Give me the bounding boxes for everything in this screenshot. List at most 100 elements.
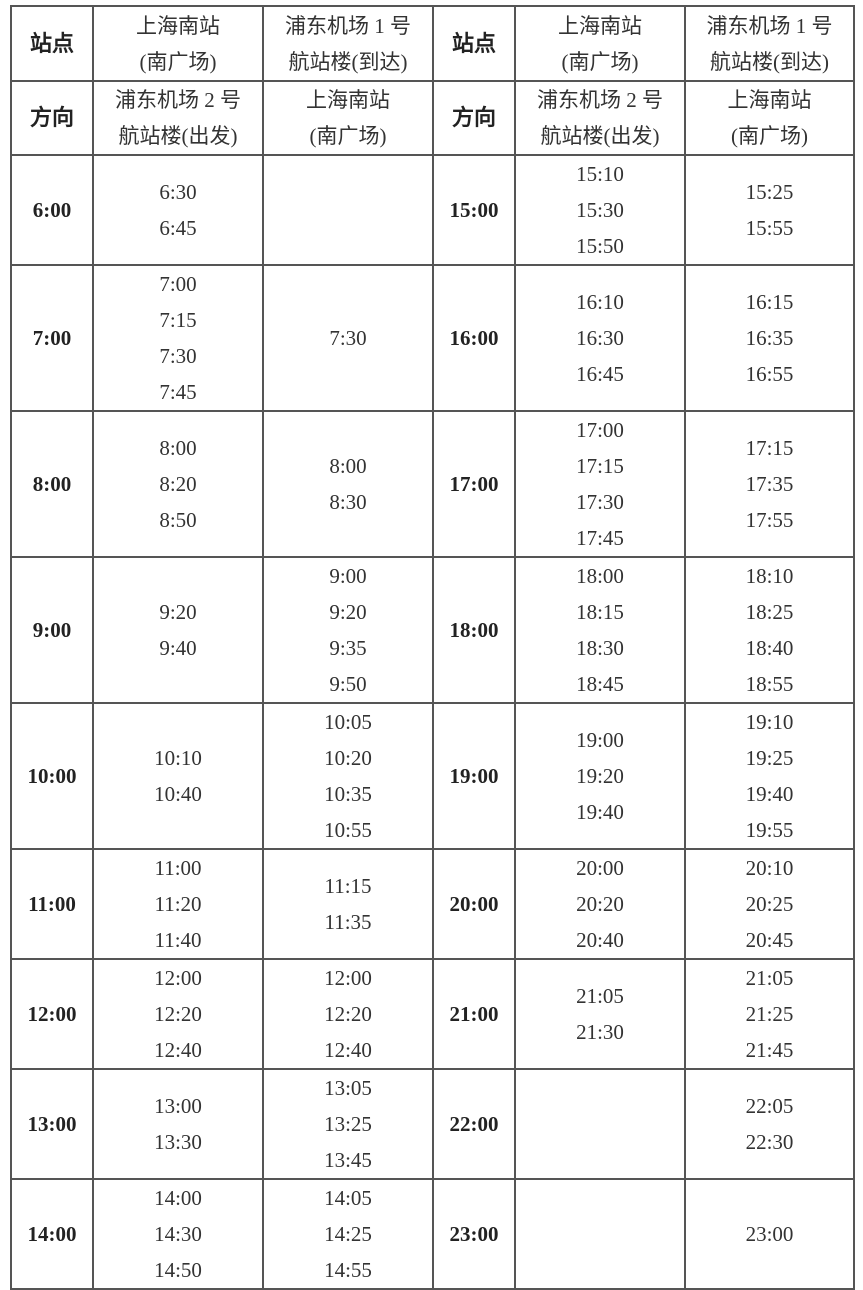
timetable-row: 7:00 7:00 7:15 7:30 7:45 7:30 16:00 16:10 16:30 1… — [10, 264, 855, 412]
return-times-cell: 8:00 8:30 — [262, 410, 434, 558]
hour-cell: 21:00 — [432, 958, 516, 1070]
departure-times-cell: 10:10 10:40 — [92, 702, 264, 850]
departure-time: 13:25 — [324, 1112, 372, 1136]
departure-times-cell: 11:00 11:20 11:40 — [92, 848, 264, 960]
station-t1-arrival-right: 浦东机场 1 号航站楼(到达) — [684, 5, 855, 82]
hour-cell: 18:00 — [432, 556, 516, 704]
departure-time: 16:55 — [745, 362, 794, 386]
direction-label-left: 方向 — [10, 80, 94, 156]
departure-time: 17:00 — [576, 418, 624, 442]
departure-time: 13:00 — [154, 1094, 202, 1118]
departure-time: 18:25 — [745, 600, 794, 624]
departure-times-cell: 16:10 16:30 16:45 — [514, 264, 686, 412]
departure-time: 14:00 — [154, 1186, 202, 1210]
departure-times-cell: 18:00 18:15 18:30 18:45 — [514, 556, 686, 704]
direction-south-railway-left: 上海南站 (南广场) — [262, 80, 434, 156]
departure-time: 6:45 — [159, 216, 197, 240]
header-line: 上海南站 — [558, 13, 642, 38]
departure-time: 20:20 — [576, 892, 624, 916]
hour-cell: 15:00 — [432, 154, 516, 266]
return-times-cell — [262, 154, 434, 266]
departure-time: 12:40 — [154, 1038, 202, 1062]
departure-time: 13:30 — [154, 1130, 202, 1154]
departure-time: 23:00 — [745, 1222, 794, 1246]
departure-time: 11:40 — [154, 928, 202, 952]
departure-time: 17:55 — [745, 508, 794, 532]
departure-times-cell: 17:00 17:15 17:30 17:45 — [514, 410, 686, 558]
departure-time: 17:45 — [576, 526, 624, 550]
departure-times-cell: 9:20 9:40 — [92, 556, 264, 704]
departure-times-cell: 7:00 7:15 7:30 7:45 — [92, 264, 264, 412]
departure-time: 16:30 — [576, 326, 624, 350]
departure-time: 6:30 — [159, 180, 197, 204]
timetable-row: 12:00 12:00 12:20 12:40 12:00 12:20 12:40 21:00… — [10, 958, 855, 1070]
station-south-railway-right: 上海南站 (南广场) — [514, 5, 686, 82]
station-south-railway-left: 上海南站 (南广场) — [92, 5, 264, 82]
header-line: 航站楼(出发) — [118, 124, 238, 148]
departure-time: 12:00 — [324, 966, 372, 990]
header-line: 上海南站 — [306, 88, 390, 112]
departure-time: 9:20 — [329, 600, 367, 624]
departure-time: 19:25 — [745, 746, 794, 770]
departure-time: 9:20 — [159, 600, 197, 624]
departure-time: 15:30 — [576, 198, 624, 222]
hour-cell: 6:00 — [10, 154, 94, 266]
hour-cell: 13:00 — [10, 1068, 94, 1180]
return-times-cell: 9:00 9:20 9:35 9:50 — [262, 556, 434, 704]
hour-cell: 22:00 — [432, 1068, 516, 1180]
departure-time: 8:50 — [159, 508, 197, 532]
departure-times-cell: 19:00 19:20 19:40 — [514, 702, 686, 850]
timetable-row: 8:00 8:00 8:20 8:50 8:00 8:30 17:00 17:00 17:15 1… — [10, 410, 855, 558]
departure-time: 16:15 — [745, 290, 794, 314]
departure-time: 10:40 — [154, 782, 202, 806]
departure-time: 19:40 — [745, 782, 794, 806]
departure-time: 12:40 — [324, 1038, 372, 1062]
departure-time: 19:20 — [576, 764, 624, 788]
departure-times-cell: 21:05 21:30 — [514, 958, 686, 1070]
return-times-cell: 19:10 19:25 19:40 19:55 — [684, 702, 855, 850]
header-line: 航站楼(到达) — [288, 49, 408, 74]
hour-cell: 23:00 — [432, 1178, 516, 1290]
hour-cell: 14:00 — [10, 1178, 94, 1290]
departure-times-cell: 6:30 6:45 — [92, 154, 264, 266]
return-times-cell: 17:15 17:35 17:55 — [684, 410, 855, 558]
return-times-cell: 15:25 15:55 — [684, 154, 855, 266]
departure-time: 9:00 — [329, 564, 367, 588]
departure-time: 10:20 — [324, 746, 372, 770]
header-line: 上海南站 — [136, 13, 220, 38]
return-times-cell: 14:05 14:25 14:55 — [262, 1178, 434, 1290]
departure-times-cell: 14:00 14:30 14:50 — [92, 1178, 264, 1290]
hour-cell: 16:00 — [432, 264, 516, 412]
return-times-cell: 18:10 18:25 18:40 18:55 — [684, 556, 855, 704]
departure-time: 11:00 — [154, 856, 202, 880]
timetable-row: 11:00 11:00 11:20 11:40 11:15 11:35 20:00 20:00… — [10, 848, 855, 960]
departure-times-cell: 20:00 20:20 20:40 — [514, 848, 686, 960]
departure-time: 8:20 — [159, 472, 197, 496]
hour-cell: 7:00 — [10, 264, 94, 412]
departure-time: 20:45 — [745, 928, 794, 952]
departure-times-cell: 12:00 12:20 12:40 — [92, 958, 264, 1070]
return-times-cell: 22:05 22:30 — [684, 1068, 855, 1180]
departure-time: 10:55 — [324, 818, 372, 842]
hour-cell: 10:00 — [10, 702, 94, 850]
departure-time: 19:10 — [745, 710, 794, 734]
departure-time: 22:05 — [745, 1094, 794, 1118]
return-times-cell: 12:00 12:20 12:40 — [262, 958, 434, 1070]
departure-time: 9:35 — [329, 636, 367, 660]
hour-cell: 17:00 — [432, 410, 516, 558]
departure-time: 8:00 — [329, 454, 367, 478]
header-line: 航站楼(出发) — [540, 124, 660, 148]
bus-timetable: 站点 上海南站 (南广场) 浦东机场 1 号航站楼(到达) 站点 上海南站 (南广场… — [10, 5, 855, 1290]
departure-time: 15:25 — [745, 180, 794, 204]
header-line: 浦东机场 2 号 — [115, 88, 241, 112]
departure-time: 12:20 — [154, 1002, 202, 1026]
departure-time: 7:00 — [159, 272, 197, 296]
departure-times-cell: 15:10 15:30 15:50 — [514, 154, 686, 266]
departure-time: 17:15 — [745, 436, 794, 460]
departure-time: 9:40 — [159, 636, 197, 660]
departure-time: 7:30 — [159, 344, 197, 368]
departure-times-cell — [514, 1068, 686, 1180]
departure-time: 17:15 — [576, 454, 624, 478]
departure-time: 7:15 — [159, 308, 197, 332]
departure-time: 19:55 — [745, 818, 794, 842]
